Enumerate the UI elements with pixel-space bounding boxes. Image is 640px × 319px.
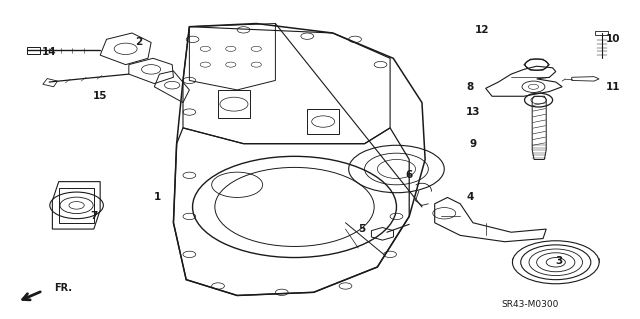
Text: 6: 6 bbox=[406, 170, 413, 180]
Text: 15: 15 bbox=[93, 91, 108, 101]
Text: 5: 5 bbox=[358, 224, 365, 234]
Text: 7: 7 bbox=[90, 211, 97, 221]
Text: SR43-M0300: SR43-M0300 bbox=[502, 300, 559, 309]
Text: 8: 8 bbox=[466, 82, 474, 92]
Text: 1: 1 bbox=[154, 192, 161, 203]
Text: 9: 9 bbox=[469, 139, 477, 149]
Text: 4: 4 bbox=[466, 192, 474, 203]
Text: 2: 2 bbox=[135, 38, 142, 48]
Text: 14: 14 bbox=[42, 47, 56, 57]
Text: FR.: FR. bbox=[54, 283, 72, 293]
Text: 13: 13 bbox=[466, 107, 480, 117]
Text: 3: 3 bbox=[556, 256, 563, 266]
Text: 10: 10 bbox=[606, 34, 620, 44]
Text: 11: 11 bbox=[606, 82, 620, 92]
Text: 12: 12 bbox=[476, 25, 490, 35]
